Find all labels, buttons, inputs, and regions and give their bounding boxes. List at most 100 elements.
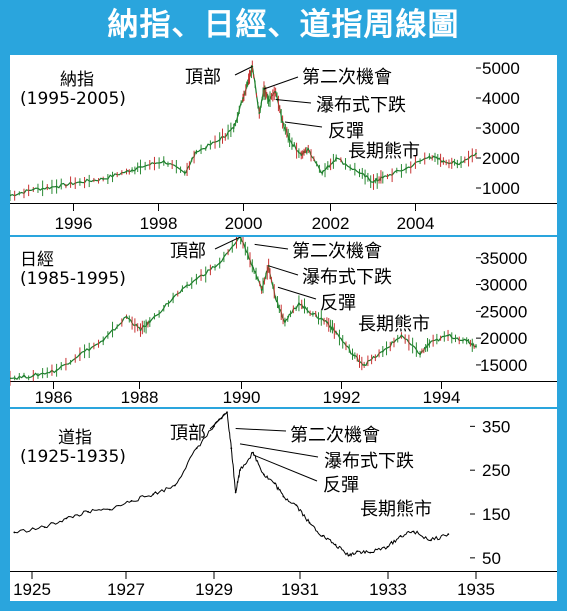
dow-annotation-pointer [209,411,228,430]
nikkei-panel: 1986 1988 1990 1992 1994 15000 20000 25000 30000… [10,237,557,409]
nasdaq-data-point [79,181,81,183]
nikkei-y-tick-label: 35000 [480,249,527,268]
nasdaq-y-tick-label: 2000 [482,149,520,168]
dow-bear-market-label: 長期熊市 [360,499,432,520]
nasdaq-data-point [381,176,384,179]
nikkei-data-point [218,262,221,265]
nasdaq-data-point [232,127,235,129]
nasdaq-bear-market-label: 長期熊市 [348,141,420,162]
nikkei-data-point [363,364,366,366]
nasdaq-data-point [267,100,270,102]
nasdaq-second-chance-label: 第二次機會 [302,67,392,88]
nikkei-data-point [419,353,421,356]
nikkei-data-point [381,350,384,353]
nikkei-data-point [55,369,58,372]
nasdaq-data-point [162,160,165,162]
dow-y-tick-label: 250 [482,461,510,480]
dow-annotation-pointer [239,443,319,458]
dow-data-point [308,521,311,524]
nasdaq-annotation-pointer [234,66,253,76]
dow-x-tick-label: 1927 [107,580,145,599]
nikkei-x-tick-label: 1994 [423,388,461,407]
nikkei-data-point [195,278,198,281]
dow-data-point [282,495,285,498]
nasdaq-chart: 1996 1998 2000 2002 2004 1000 2000 3000 4000 5000 [10,59,557,233]
nasdaq-y-tick-label: 4000 [482,89,520,108]
nikkei-data-point [335,331,338,334]
nasdaq-data-point [281,121,284,123]
nasdaq-data-point [10,194,11,197]
dow-data-point [65,517,68,520]
nasdaq-data-point [32,188,35,191]
dow-data-point [43,526,46,529]
dow-data-point [239,469,241,472]
nasdaq-x-tick-label: 2004 [397,214,435,233]
nasdaq-data-point [139,166,142,168]
dow-data-point [87,510,90,513]
dow-data-point [334,543,337,546]
panel-separator [10,235,557,238]
nikkei-period: (1985-1995) [20,269,126,289]
dow-data-point [412,530,415,533]
nasdaq-data-point [321,172,324,174]
dow-data-point [447,533,450,536]
nasdaq-x-tick-label: 1998 [140,214,178,233]
nasdaq-data-point [246,82,249,84]
nasdaq-data-point [300,154,303,156]
nasdaq-annotation-pointer [263,76,299,90]
nikkei-data-point [475,345,477,348]
nikkei-data-point [148,321,151,323]
dow-rebound-label: 反彈 [323,475,359,496]
nikkei-data-point [32,374,35,377]
dow-data-point [399,535,402,537]
dow-data-point [108,508,111,511]
dow-name: 道指 [58,428,92,448]
dow-data-point [356,550,359,553]
nasdaq-data-point [125,170,128,173]
nikkei-annotation-pointer [277,286,317,300]
nikkei-annotation-pointer [254,243,289,250]
nikkei-y-tick-label: 15000 [480,356,527,375]
dow-data-point [262,473,265,476]
dow-x-tick-label: 1925 [13,580,51,599]
nikkei-x-tick-label: 1988 [121,388,159,407]
nikkei-data-point [260,289,263,291]
nikkei-data-point [102,339,105,342]
nikkei-data-point [400,334,403,337]
nasdaq-period: (1995-2005) [20,89,126,109]
panel-separator [10,407,557,410]
nasdaq-data-point [428,155,431,158]
nasdaq-y-tick-label: 1000 [482,179,520,198]
nasdaq-data-point [218,139,221,141]
nikkei-chart: 1986 1988 1990 1992 1994 15000 20000 25000 30000… [10,237,557,407]
dow-annotation-pointer [235,428,287,432]
nikkei-waterfall-label: 瀑布式下跌 [302,267,392,288]
dow-data-point [347,554,350,557]
nikkei-data-point [125,315,128,318]
nasdaq-name: 納指 [60,70,94,90]
nasdaq-x-tick-label: 1996 [55,214,93,233]
dow-peak-label: 頂部 [170,423,206,444]
nikkei-data-point [251,264,254,267]
nikkei-y-tick-label: 25000 [480,302,527,321]
dow-data-point [321,535,324,537]
nasdaq-data-point [195,151,198,153]
nikkei-rebound-label: 反彈 [320,293,356,314]
dow-second-chance-label: 第二次機會 [290,425,380,446]
dow-chart: 1925 1927 1929 1931 1933 1935 50 150 250 350 [10,411,557,599]
nasdaq-data-point [102,178,105,180]
dow-data-point [195,447,198,450]
dow-y-tick-label: 50 [482,549,501,568]
nikkei-data-point [312,313,314,315]
dow-period: (1925-1935) [20,447,126,467]
nikkei-annotation-pointer [268,265,299,276]
dow-data-point [273,482,276,485]
nikkei-data-point [284,321,286,323]
nasdaq-data-point [405,167,407,170]
nasdaq-panel: 1996 1998 2000 2002 2004 1000 2000 3000 4000 5000… [10,55,557,237]
nasdaq-data-point [183,172,186,174]
nasdaq-data-point [274,91,277,93]
nasdaq-annotation-pointer [284,121,323,128]
dow-data-point [152,493,155,496]
dow-x-tick-label: 1929 [195,580,233,599]
